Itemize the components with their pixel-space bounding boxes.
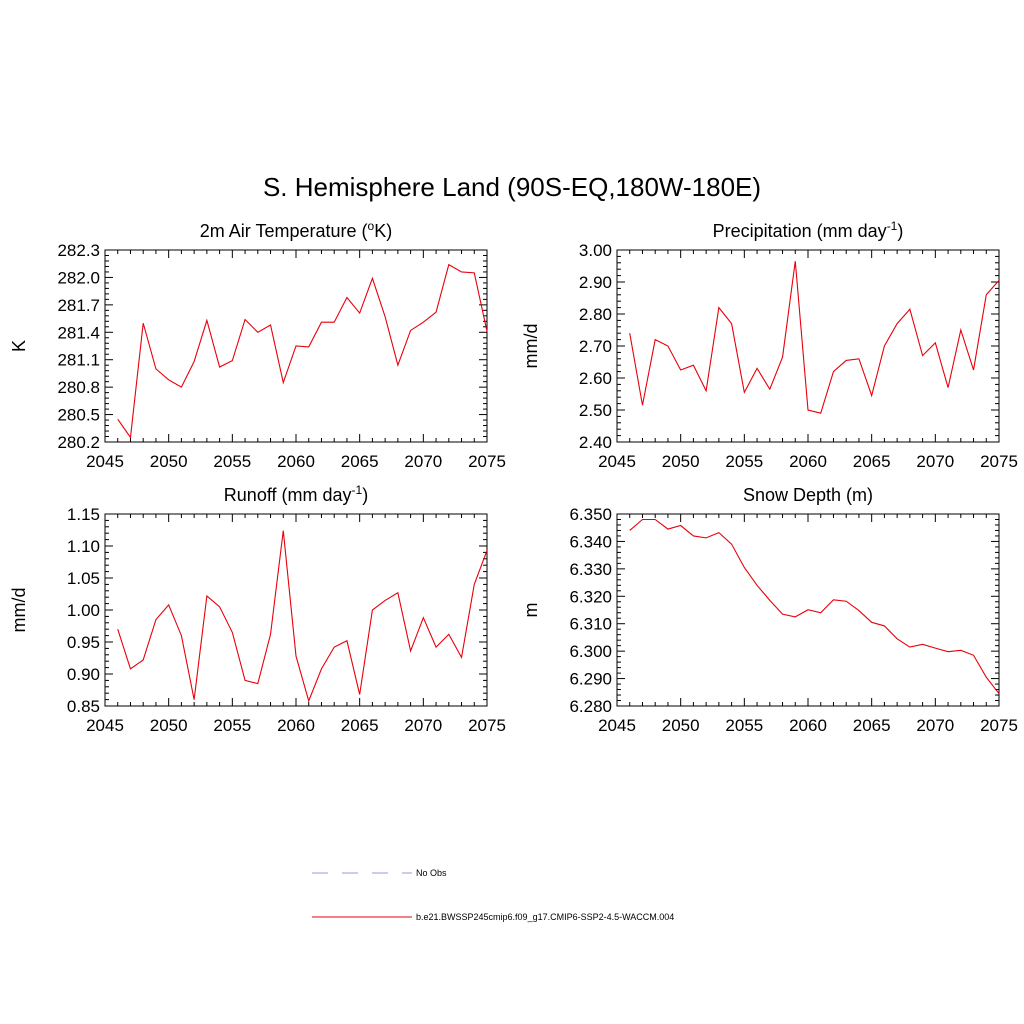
precipitation-panel-title: Precipitation (mm day-1)	[713, 219, 904, 241]
snow-depth-x-tick-label: 2075	[980, 716, 1018, 735]
runoff-x-tick-label: 2070	[404, 716, 442, 735]
runoff-panel: 2045 2050 2055 2060 2065 2070 2075 0.85 0.90 0.95…	[9, 483, 506, 735]
legend-label: b.e21.BWSSP245cmip6.f09_g17.CMIP6-SSP2-4…	[416, 912, 674, 922]
temperature-x-tick-label: 2065	[341, 452, 379, 471]
temperature-series-line	[117, 263, 488, 439]
snow-depth-y-tick-label: 6.340	[569, 532, 612, 551]
runoff-y-tick-label: 0.90	[67, 665, 100, 684]
snow-depth-series-line	[629, 518, 1000, 694]
snow-depth-y-tick-label: 6.350	[569, 505, 612, 524]
runoff-x-tick-label: 2045	[86, 716, 124, 735]
snow-depth-y-tick-label: 6.330	[569, 560, 612, 579]
temperature-x-tick-label: 2045	[86, 452, 124, 471]
precipitation-x-tick-label: 2050	[662, 452, 700, 471]
precipitation-x-tick-label: 2065	[853, 452, 891, 471]
runoff-x-tick-label: 2060	[277, 716, 315, 735]
snow-depth-y-tick-label: 6.320	[569, 587, 612, 606]
precipitation-x-tick-label: 2070	[916, 452, 954, 471]
precipitation-panel: 2045 2050 2055 2060 2065 2070 2075 2.40 2.50 2.60…	[521, 219, 1018, 471]
runoff-x-tick-label: 2055	[213, 716, 251, 735]
temperature-y-tick-label: 280.8	[57, 378, 100, 397]
runoff-y-tick-label: 1.10	[67, 537, 100, 556]
runoff-panel-title: Runoff (mm day-1)	[224, 483, 368, 505]
snow-depth-x-tick-label: 2065	[853, 716, 891, 735]
temperature-y-tick-label: 280.5	[57, 406, 100, 425]
snow-depth-x-tick-label: 2070	[916, 716, 954, 735]
legend-label: No Obs	[416, 868, 447, 878]
snow-depth-x-tick-label: 2060	[789, 716, 827, 735]
legend: No Obs b.e21.BWSSP245cmip6.f09_g17.CMIP6-…	[312, 868, 674, 922]
runoff-y-axis-label: mm/d	[9, 588, 29, 633]
precipitation-y-tick-label: 2.70	[579, 337, 612, 356]
figure-title: S. Hemisphere Land (90S-EQ,180W-180E)	[263, 172, 761, 202]
runoff-plot-frame	[104, 513, 488, 707]
precipitation-plot-frame	[616, 249, 1000, 443]
snow-depth-panel: 2045 2050 2055 2060 2065 2070 2075 6.280 6.290 6.…	[521, 485, 1018, 735]
runoff-y-tick-label: 1.00	[67, 601, 100, 620]
precipitation-x-tick-label: 2060	[789, 452, 827, 471]
precipitation-y-tick-label: 3.00	[579, 241, 612, 260]
temperature-panel-title: 2m Air Temperature (oK)	[200, 219, 392, 241]
precipitation-x-tick-label: 2055	[725, 452, 763, 471]
snow-depth-y-tick-label: 6.280	[569, 697, 612, 716]
temperature-y-tick-label: 280.2	[57, 433, 100, 452]
precipitation-x-tick-label: 2075	[980, 452, 1018, 471]
legend-item: b.e21.BWSSP245cmip6.f09_g17.CMIP6-SSP2-4…	[312, 912, 674, 922]
runoff-series-line	[117, 530, 488, 703]
temperature-y-tick-label: 282.0	[57, 268, 100, 287]
precipitation-y-axis-label: mm/d	[521, 324, 541, 369]
runoff-x-tick-label: 2075	[468, 716, 506, 735]
temperature-y-tick-label: 281.1	[57, 351, 100, 370]
snow-depth-x-tick-label: 2055	[725, 716, 763, 735]
chart-panels: 2045 2050 2055 2060 2065 2070 2075 280.2 280.5 28…	[9, 219, 1018, 735]
snow-depth-x-tick-label: 2045	[598, 716, 636, 735]
temperature-panel: 2045 2050 2055 2060 2065 2070 2075 280.2 280.5 28…	[9, 219, 506, 471]
snow-depth-x-tick-label: 2050	[662, 716, 700, 735]
runoff-y-tick-label: 1.05	[67, 569, 100, 588]
precipitation-x-tick-label: 2045	[598, 452, 636, 471]
runoff-x-tick-label: 2065	[341, 716, 379, 735]
snow-depth-panel-title: Snow Depth (m)	[743, 485, 873, 505]
temperature-y-axis-label: K	[9, 340, 29, 352]
temperature-y-tick-label: 282.3	[57, 241, 100, 260]
snow-depth-y-axis-label: m	[521, 603, 541, 618]
temperature-x-tick-label: 2060	[277, 452, 315, 471]
precipitation-y-tick-label: 2.80	[579, 305, 612, 324]
runoff-y-tick-label: 0.95	[67, 633, 100, 652]
runoff-y-tick-label: 0.85	[67, 697, 100, 716]
precipitation-y-tick-label: 2.50	[579, 401, 612, 420]
snow-depth-y-tick-label: 6.300	[569, 642, 612, 661]
temperature-y-tick-label: 281.4	[57, 323, 100, 342]
precipitation-y-tick-label: 2.40	[579, 433, 612, 452]
snow-depth-y-tick-label: 6.310	[569, 615, 612, 634]
precipitation-y-tick-label: 2.60	[579, 369, 612, 388]
precipitation-series-line	[629, 261, 1000, 414]
precipitation-y-tick-label: 2.90	[579, 273, 612, 292]
temperature-x-tick-label: 2055	[213, 452, 251, 471]
legend-item: No Obs	[312, 868, 447, 878]
temperature-x-tick-label: 2075	[468, 452, 506, 471]
temperature-y-tick-label: 281.7	[57, 296, 100, 315]
runoff-y-tick-label: 1.15	[67, 505, 100, 524]
temperature-x-tick-label: 2070	[404, 452, 442, 471]
runoff-x-tick-label: 2050	[150, 716, 188, 735]
snow-depth-y-tick-label: 6.290	[569, 670, 612, 689]
temperature-x-tick-label: 2050	[150, 452, 188, 471]
